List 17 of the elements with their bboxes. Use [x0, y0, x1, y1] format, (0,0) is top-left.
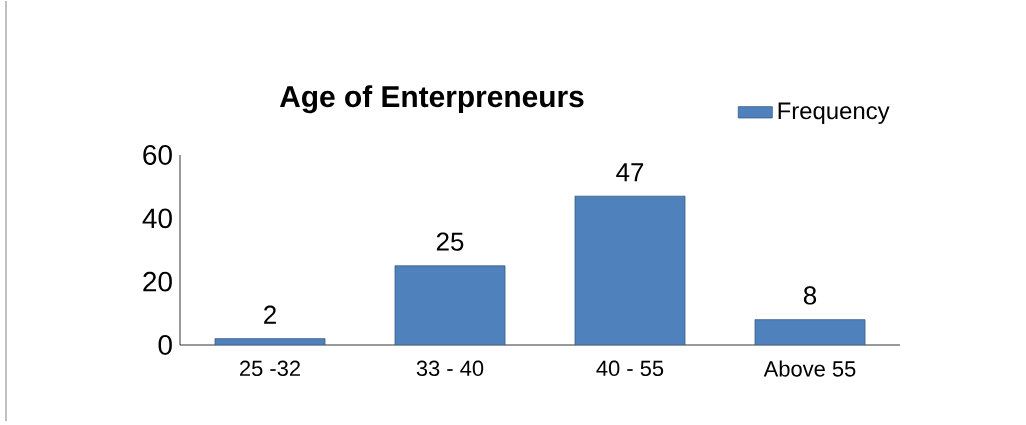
- chart-title: Age of Enterpreneurs: [279, 85, 584, 114]
- x-tick-label: 40 - 55: [596, 360, 664, 377]
- data-label: 25: [436, 232, 464, 251]
- x-tick-label: Above 55: [763, 360, 856, 377]
- data-label: 2: [264, 305, 276, 324]
- data-label: 47: [616, 163, 644, 182]
- bar: [754, 319, 866, 345]
- legend-label: Frequency: [778, 102, 890, 124]
- bar: [574, 195, 686, 345]
- x-tick-label: 33 - 40: [416, 360, 484, 377]
- y-tick-label: 0: [158, 335, 172, 355]
- bar: [394, 265, 506, 345]
- x-tick-label: 25 -32: [240, 360, 300, 377]
- y-tick-label: 40: [142, 208, 172, 229]
- data-label: 8: [803, 286, 817, 305]
- y-tick-label: 20: [143, 271, 172, 292]
- y-tick-label: 60: [143, 145, 172, 165]
